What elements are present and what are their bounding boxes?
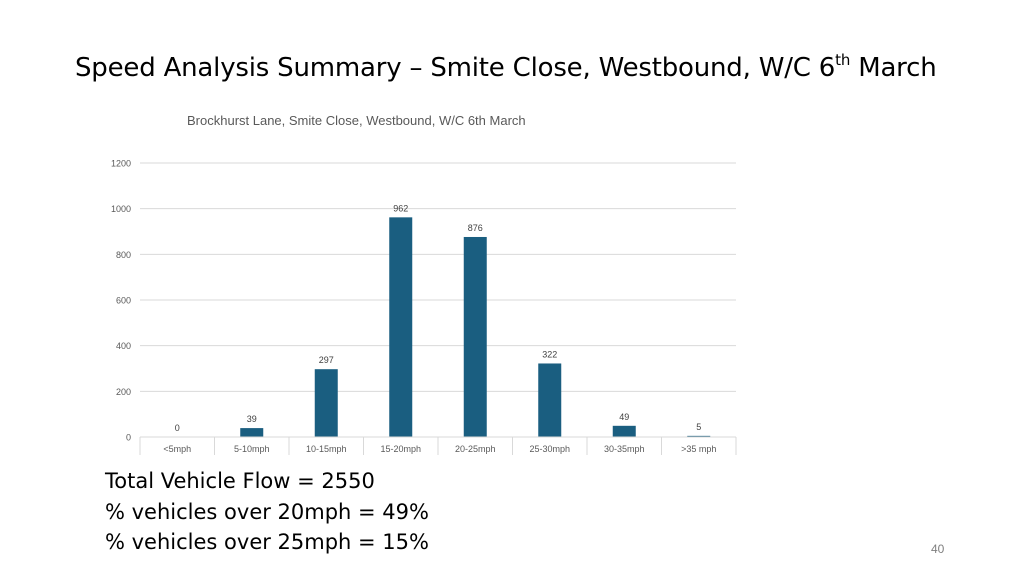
data-label: 876 bbox=[468, 223, 483, 233]
slide-title: Speed Analysis Summary – Smite Close, We… bbox=[75, 50, 937, 86]
x-tick-label: 20-25mph bbox=[455, 444, 496, 454]
stat-total-flow: Total Vehicle Flow = 2550 bbox=[105, 469, 375, 493]
data-label: 322 bbox=[542, 349, 557, 359]
chart-title: Brockhurst Lane, Smite Close, Westbound,… bbox=[187, 113, 526, 128]
data-label: 5 bbox=[696, 422, 701, 432]
slide-title-tail: March bbox=[850, 53, 937, 83]
y-tick-label: 400 bbox=[116, 341, 131, 351]
x-tick-label: >35 mph bbox=[681, 444, 716, 454]
bar bbox=[687, 435, 711, 437]
y-axis-ticks: 0 200 400 600 800 1000 1200 bbox=[111, 159, 131, 443]
data-label: 39 bbox=[247, 414, 257, 424]
y-tick-label: 600 bbox=[116, 296, 131, 306]
bar bbox=[240, 428, 264, 437]
bars bbox=[240, 217, 711, 437]
y-tick-label: 1200 bbox=[111, 159, 131, 169]
x-tick-label: 25-30mph bbox=[529, 444, 570, 454]
y-tick-label: 800 bbox=[116, 250, 131, 260]
stat-over-20mph: % vehicles over 20mph = 49% bbox=[105, 499, 429, 524]
gridlines bbox=[140, 162, 736, 392]
y-tick-label: 0 bbox=[126, 433, 131, 443]
data-labels: 0 39 297 962 876 322 49 5 bbox=[175, 203, 702, 433]
bar bbox=[612, 425, 636, 437]
y-tick-label: 200 bbox=[116, 387, 131, 397]
data-label: 297 bbox=[319, 355, 334, 365]
slide-title-main: Speed Analysis Summary – Smite Close, We… bbox=[75, 53, 836, 83]
summary-stats: Total Vehicle Flow = 2550 % vehicles ove… bbox=[105, 466, 429, 558]
data-label: 962 bbox=[393, 203, 408, 213]
bar bbox=[314, 369, 338, 437]
bar bbox=[463, 236, 487, 437]
x-tick-label: 15-20mph bbox=[380, 444, 421, 454]
y-tick-label: 1000 bbox=[111, 204, 131, 214]
x-tick-label: 10-15mph bbox=[306, 444, 347, 454]
x-tick-label: 5-10mph bbox=[234, 444, 270, 454]
data-label: 0 bbox=[175, 423, 180, 433]
x-tick-label: <5mph bbox=[163, 444, 191, 454]
bar bbox=[389, 217, 413, 437]
page-number: 40 bbox=[931, 542, 945, 556]
x-axis: <5mph 5-10mph 10-15mph 15-20mph 20-25mph 25-3… bbox=[139, 436, 737, 455]
stat-over-25mph: % vehicles over 25mph = 15% bbox=[105, 530, 429, 554]
x-tick-label: 30-35mph bbox=[604, 444, 645, 454]
slide-title-superscript: th bbox=[835, 51, 851, 69]
bar bbox=[538, 363, 562, 437]
data-label: 49 bbox=[619, 412, 629, 422]
